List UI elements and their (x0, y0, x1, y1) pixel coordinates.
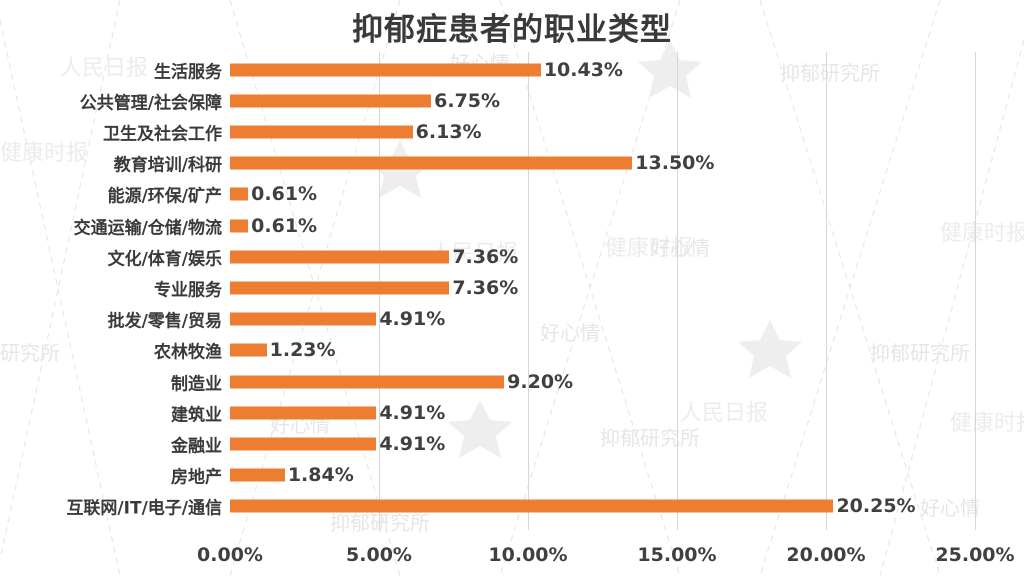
bar (230, 281, 450, 295)
category-label: 能源/环保/矿产 (107, 186, 222, 207)
bar (230, 63, 541, 76)
data-label: 7.36% (452, 245, 519, 268)
data-label: 1.84% (287, 464, 354, 487)
category-label: 建筑业 (171, 405, 222, 426)
bar-row: 能源/环保/矿产 0.61% (0, 179, 1000, 210)
bar (230, 187, 249, 201)
x-tick-label: 0.00% (197, 544, 263, 566)
data-label: 4.91% (379, 401, 446, 424)
x-tick-label: 10.00% (488, 544, 568, 566)
bar-row: 文化/体育/娱乐 7.36% (0, 241, 1000, 272)
data-label: 4.91% (379, 308, 446, 331)
bar-row: 批发/零售/贸易 4.91% (0, 304, 1000, 335)
data-label: 0.61% (251, 214, 318, 237)
category-label: 互联网/IT/电子/通信 (66, 498, 222, 519)
bar-row: 教育培训/科研 13.50% (0, 148, 1000, 179)
bar (230, 468, 285, 482)
x-tick-label: 25.00% (935, 544, 1015, 566)
bar-row: 生活服务 10.43% (0, 54, 1000, 85)
bar (230, 406, 377, 420)
gridline (826, 52, 827, 530)
bar (230, 437, 377, 451)
data-label: 1.23% (269, 339, 336, 362)
bar-row: 农林牧渔 1.23% (0, 335, 1000, 366)
category-label: 生活服务 (154, 62, 222, 82)
bar (230, 312, 377, 326)
category-label: 制造业 (171, 374, 222, 394)
bar (230, 343, 267, 357)
bar (230, 156, 633, 170)
bar-row: 金融业 4.91% (0, 428, 1000, 459)
category-label: 公共管理/社会保障 (79, 93, 222, 114)
category-label: 交通运输/仓储/物流 (73, 218, 222, 238)
data-label: 9.20% (507, 370, 574, 393)
gridline (677, 52, 678, 530)
bar (230, 250, 450, 264)
category-label: 农林牧渔 (154, 342, 222, 363)
x-tick-label: 15.00% (637, 544, 717, 566)
x-tick-label: 20.00% (786, 544, 866, 566)
bar (230, 375, 505, 388)
category-label: 文化/体育/娱乐 (107, 249, 222, 270)
bar-row: 房地产 1.84% (0, 460, 1000, 491)
data-label: 6.75% (434, 89, 501, 112)
plot-area: 生活服务 10.43% 公共管理/社会保障 6.75% 卫生及社会工作 6.13% 教育培训… (66, 52, 976, 530)
bar-row: 交通运输/仓储/物流 0.61% (0, 210, 1000, 241)
category-label: 教育培训/科研 (113, 155, 222, 176)
bar-row: 卫生及社会工作 6.13% (0, 116, 1000, 147)
data-label: 13.50% (635, 152, 715, 175)
bar-row: 制造业 9.20% (0, 366, 1000, 397)
bar (230, 94, 432, 108)
category-label: 专业服务 (154, 280, 222, 301)
bar-row: 互联网/IT/电子/通信 20.25% (0, 491, 1000, 522)
category-label: 金融业 (171, 436, 222, 457)
data-label: 10.43% (543, 58, 623, 81)
category-label: 房地产 (171, 467, 222, 488)
data-label: 7.36% (452, 276, 519, 299)
data-label: 4.91% (379, 432, 446, 455)
category-label: 卫生及社会工作 (103, 124, 222, 145)
bar (230, 219, 249, 232)
bar (230, 499, 834, 513)
x-tick-label: 5.00% (346, 544, 412, 566)
gridline (975, 52, 976, 530)
bar-row: 建筑业 4.91% (0, 397, 1000, 428)
bar (230, 125, 413, 139)
data-label: 6.13% (415, 120, 482, 143)
chart-title: 抑郁症患者的职业类型 (352, 12, 672, 48)
gridline (528, 52, 529, 530)
bar-row: 公共管理/社会保障 6.75% (0, 85, 1000, 116)
category-label: 批发/零售/贸易 (107, 311, 222, 332)
data-label: 0.61% (251, 183, 318, 206)
data-label: 20.25% (836, 495, 916, 518)
bar-row: 专业服务 7.36% (0, 272, 1000, 303)
